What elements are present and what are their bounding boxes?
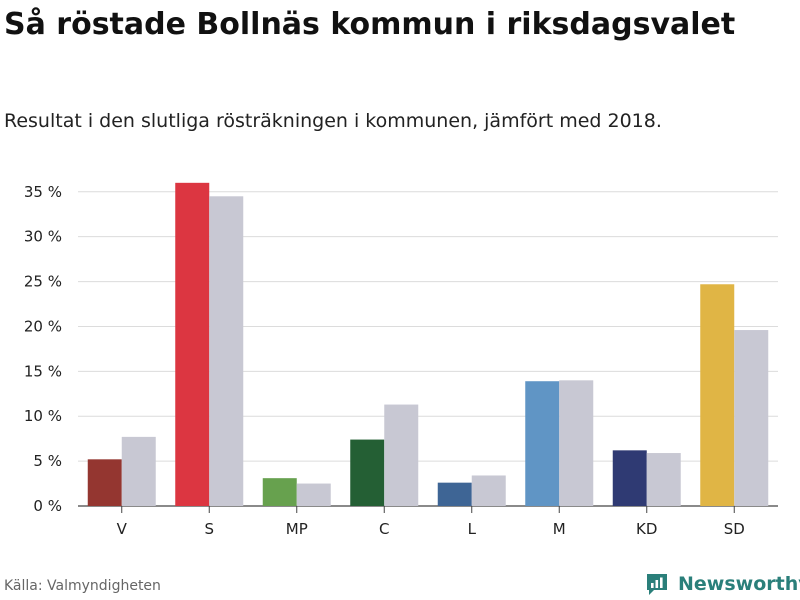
bar-mp-2018[interactable] <box>296 483 331 506</box>
chart-title: Så röstade Bollnäs kommun i riksdagsvale… <box>4 7 736 42</box>
x-tick-label: SD <box>724 520 745 538</box>
y-tick-label: 5 % <box>33 452 62 470</box>
x-tick-label: M <box>553 520 566 538</box>
bar-c-2018[interactable] <box>384 404 419 506</box>
x-tick-label: L <box>468 520 477 538</box>
brand-logo[interactable]: Newsworthy <box>644 569 800 599</box>
bar-l-2018[interactable] <box>471 475 506 506</box>
bar-sd-current[interactable] <box>700 284 735 506</box>
bar-kd-current[interactable] <box>612 450 647 506</box>
bar-sd-2018[interactable] <box>734 330 769 506</box>
bar-kd-2018[interactable] <box>646 453 681 506</box>
brand-name: Newsworthy <box>678 573 800 595</box>
x-tick-label: V <box>117 520 128 538</box>
y-tick-label: 15 % <box>24 362 62 380</box>
x-tick-label: S <box>204 520 214 538</box>
bar-v-current[interactable] <box>87 459 122 506</box>
y-tick-label: 10 % <box>24 407 62 425</box>
bar-mp-current[interactable] <box>262 478 297 506</box>
y-tick-label: 25 % <box>24 273 62 291</box>
y-tick-label: 35 % <box>24 183 62 201</box>
bar-s-2018[interactable] <box>209 196 244 506</box>
y-tick-label: 30 % <box>24 228 62 246</box>
bar-m-2018[interactable] <box>559 380 594 506</box>
bar-c-current[interactable] <box>350 439 385 506</box>
x-tick-label: MP <box>286 520 308 538</box>
x-tick-label: KD <box>636 520 657 538</box>
y-tick-label: 20 % <box>24 317 62 335</box>
bar-s-current[interactable] <box>175 182 210 506</box>
x-tick-label: C <box>379 520 389 538</box>
bar-l-current[interactable] <box>437 482 472 506</box>
chart-subtitle: Resultat i den slutliga rösträkningen i … <box>4 110 662 132</box>
bar-m-current[interactable] <box>525 381 560 506</box>
y-tick-label: 0 % <box>33 497 62 515</box>
newsworthy-logo-icon <box>647 574 667 595</box>
bar-v-2018[interactable] <box>121 436 156 506</box>
source-note: Källa: Valmyndigheten <box>4 578 161 594</box>
